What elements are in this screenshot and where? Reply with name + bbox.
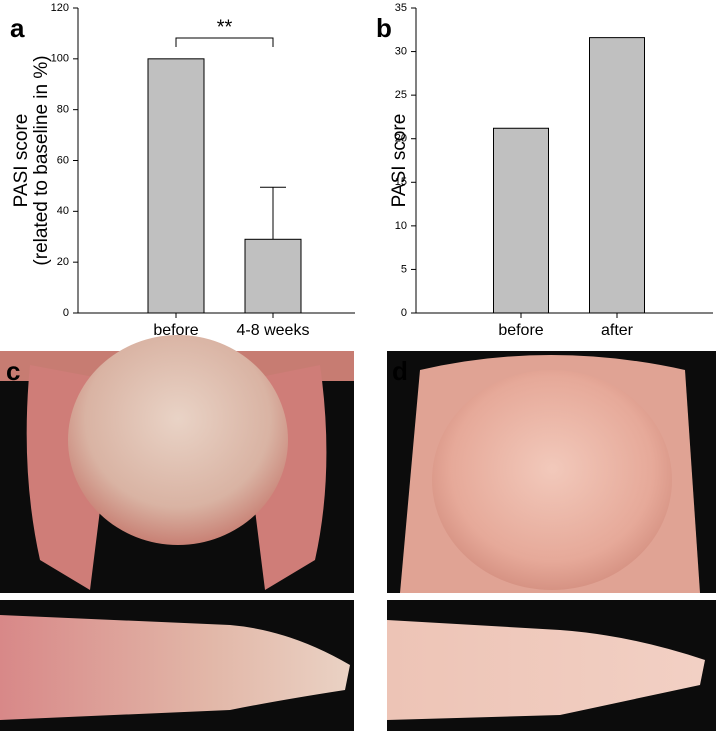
panel-label: c [6,356,20,386]
y-tick-label: 20 [57,256,69,268]
photo-c-trunk [0,335,354,593]
y-axis-label: (related to baseline in %) [31,55,52,265]
panel-label: d [392,356,408,386]
axes [77,8,355,314]
y-tick-label: 5 [401,263,407,275]
y-tick-label: 35 [395,2,407,14]
axes [415,8,713,314]
photo-d-trunk [387,351,716,593]
photo-d-arm [387,600,716,731]
y-tick-label: 40 [57,205,69,217]
error-bar [260,186,286,240]
y-tick-label: 0 [401,307,407,319]
bar [493,127,549,314]
y-tick-label: 120 [51,2,69,14]
y-tick-label: 60 [57,154,69,166]
bar [589,37,645,314]
panel-label: b [376,13,392,43]
y-axis-label: PASI score [11,114,32,208]
x-tick-label: before [498,322,543,339]
panel-label: a [10,13,25,43]
y-tick-label: 80 [57,104,69,116]
x-tick-label: 4-8 weeks [237,322,310,339]
y-axis-label: PASI score [389,114,410,208]
significance-label: ** [217,16,233,38]
x-tick-label: after [601,322,634,339]
y-tick-label: 25 [395,89,407,101]
x-tick-label: before [153,322,198,339]
significance-bracket [175,37,274,47]
y-tick-label: 15 [395,176,407,188]
photo-c-arm [0,600,354,731]
y-tick-label: 0 [63,307,69,319]
bar [147,58,205,314]
bar [244,238,302,314]
y-tick-label: 20 [395,133,407,145]
y-tick-label: 30 [395,45,407,57]
y-tick-label: 100 [51,53,69,65]
y-tick-label: 10 [395,220,407,232]
